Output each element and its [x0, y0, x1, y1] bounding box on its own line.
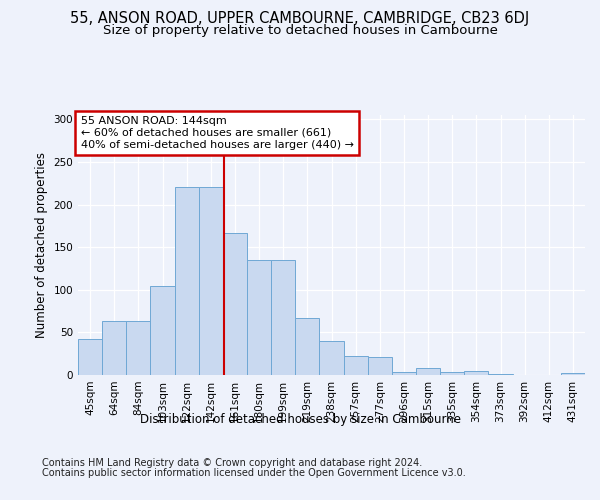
Bar: [175, 188, 199, 375]
Text: Contains public sector information licensed under the Open Government Licence v3: Contains public sector information licen…: [42, 468, 466, 478]
Bar: [416, 368, 440, 375]
Bar: [271, 260, 295, 375]
Bar: [102, 322, 126, 375]
Bar: [344, 356, 368, 375]
Bar: [247, 260, 271, 375]
Bar: [440, 372, 464, 375]
Bar: [392, 372, 416, 375]
Bar: [319, 341, 344, 375]
Text: Distribution of detached houses by size in Cambourne: Distribution of detached houses by size …: [139, 412, 461, 426]
Text: 55, ANSON ROAD, UPPER CAMBOURNE, CAMBRIDGE, CB23 6DJ: 55, ANSON ROAD, UPPER CAMBOURNE, CAMBRID…: [70, 11, 530, 26]
Bar: [126, 322, 151, 375]
Bar: [223, 232, 247, 375]
Bar: [151, 286, 175, 375]
Bar: [368, 357, 392, 375]
Bar: [78, 339, 102, 375]
Bar: [199, 188, 223, 375]
Bar: [295, 318, 319, 375]
Text: Size of property relative to detached houses in Cambourne: Size of property relative to detached ho…: [103, 24, 497, 37]
Bar: [464, 370, 488, 375]
Bar: [561, 374, 585, 375]
Bar: [488, 374, 512, 375]
Y-axis label: Number of detached properties: Number of detached properties: [35, 152, 48, 338]
Text: 55 ANSON ROAD: 144sqm
← 60% of detached houses are smaller (661)
40% of semi-det: 55 ANSON ROAD: 144sqm ← 60% of detached …: [80, 116, 353, 150]
Text: Contains HM Land Registry data © Crown copyright and database right 2024.: Contains HM Land Registry data © Crown c…: [42, 458, 422, 468]
